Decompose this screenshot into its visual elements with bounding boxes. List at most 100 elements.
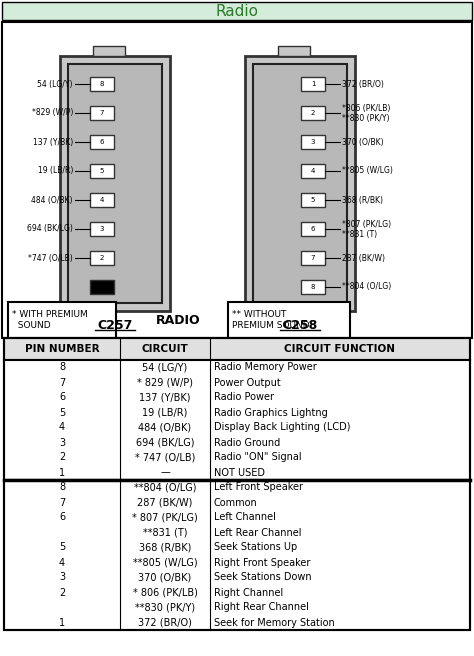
Text: 4: 4 [59, 558, 65, 567]
Text: 2: 2 [311, 110, 315, 116]
Bar [68, 64, 162, 303]
Text: **830 (PK/Y): **830 (PK/Y) [135, 602, 195, 613]
Text: Left Front Speaker: Left Front Speaker [214, 483, 303, 493]
Text: 4: 4 [311, 168, 315, 174]
Text: Radio Ground: Radio Ground [214, 438, 280, 447]
Text: 1: 1 [311, 81, 315, 87]
Text: C258: C258 [283, 319, 318, 332]
Text: 6: 6 [59, 512, 65, 522]
Text: 8: 8 [311, 284, 315, 290]
Bar [301, 106, 325, 120]
Text: 370 (O/BK): 370 (O/BK) [342, 138, 383, 146]
Text: 287 (BK/W): 287 (BK/W) [342, 253, 385, 262]
Text: 7: 7 [59, 377, 65, 388]
Text: RADIO: RADIO [155, 314, 201, 327]
Bar [90, 280, 114, 294]
Bar [90, 77, 114, 91]
Text: * 829 (W/P): * 829 (W/P) [137, 377, 193, 388]
Text: 6: 6 [311, 226, 315, 232]
Text: 5: 5 [100, 168, 104, 174]
Text: **831 (T): **831 (T) [342, 230, 377, 239]
Text: Left Channel: Left Channel [214, 512, 276, 522]
Text: **804 (O/LG): **804 (O/LG) [342, 283, 391, 291]
Text: 7: 7 [100, 110, 104, 116]
Text: Common: Common [214, 497, 258, 508]
Text: 54 (LG/Y): 54 (LG/Y) [142, 363, 188, 373]
Text: 1: 1 [59, 617, 65, 628]
Text: 372 (BR/O): 372 (BR/O) [342, 79, 384, 89]
Text: CIRCUIT FUNCTION: CIRCUIT FUNCTION [284, 344, 395, 354]
Text: 5: 5 [59, 543, 65, 552]
Text: **831 (T): **831 (T) [143, 527, 187, 537]
Bar [2, 22, 472, 338]
Text: C257: C257 [97, 319, 133, 332]
Text: Radio Memory Power: Radio Memory Power [214, 363, 317, 373]
Text: * 747 (O/LB): * 747 (O/LB) [135, 453, 195, 462]
Text: Radio Power: Radio Power [214, 392, 274, 403]
Text: PIN NUMBER: PIN NUMBER [25, 344, 100, 354]
Bar [90, 193, 114, 207]
Text: Radio Graphics Lightng: Radio Graphics Lightng [214, 407, 328, 417]
Bar [4, 360, 470, 480]
Text: **805 (W/LG): **805 (W/LG) [342, 167, 393, 176]
Text: *806 (PK/LB): *806 (PK/LB) [342, 104, 391, 112]
Bar [8, 302, 116, 338]
Text: 8: 8 [100, 81, 104, 87]
Text: 3: 3 [100, 226, 104, 232]
Text: 19 (LB/R): 19 (LB/R) [142, 407, 188, 417]
Text: **805 (W/LG): **805 (W/LG) [133, 558, 197, 567]
Text: Seek Stations Up: Seek Stations Up [214, 543, 297, 552]
Text: 6: 6 [59, 392, 65, 403]
Text: 7: 7 [311, 255, 315, 261]
Bar [90, 222, 114, 236]
Text: 6: 6 [100, 139, 104, 145]
Text: 3: 3 [311, 139, 315, 145]
Text: CIRCUIT: CIRCUIT [142, 344, 188, 354]
Text: 19 (LB/R): 19 (LB/R) [37, 167, 73, 176]
Bar [228, 302, 350, 338]
Bar [301, 135, 325, 149]
Bar [2, 2, 472, 20]
Bar [301, 164, 325, 178]
Text: Power Output: Power Output [214, 377, 281, 388]
Text: 8: 8 [59, 483, 65, 493]
Text: Right Front Speaker: Right Front Speaker [214, 558, 310, 567]
Text: * 807 (PK/LG): * 807 (PK/LG) [132, 512, 198, 522]
Bar [4, 338, 470, 360]
Text: 8: 8 [59, 363, 65, 373]
Text: Right Channel: Right Channel [214, 588, 283, 598]
Bar [90, 106, 114, 120]
Text: Display Back Lighting (LCD): Display Back Lighting (LCD) [214, 422, 350, 432]
Text: 694 (BK/LG): 694 (BK/LG) [136, 438, 194, 447]
Bar [90, 251, 114, 265]
Bar [90, 135, 114, 149]
Text: 694 (BK/LG): 694 (BK/LG) [27, 224, 73, 234]
Text: 2: 2 [59, 588, 65, 598]
Text: **804 (O/LG): **804 (O/LG) [134, 483, 196, 493]
Text: ** WITHOUT
PREMIUM SOUND: ** WITHOUT PREMIUM SOUND [232, 310, 310, 330]
Bar [301, 77, 325, 91]
Text: Seek for Memory Station: Seek for Memory Station [214, 617, 335, 628]
Text: 372 (BR/O): 372 (BR/O) [138, 617, 192, 628]
Text: * 806 (PK/LB): * 806 (PK/LB) [133, 588, 198, 598]
Text: 1: 1 [59, 468, 65, 478]
Text: 5: 5 [59, 407, 65, 417]
Text: Left Rear Channel: Left Rear Channel [214, 527, 301, 537]
Text: 370 (O/BK): 370 (O/BK) [138, 573, 191, 583]
Text: 484 (O/BK): 484 (O/BK) [31, 195, 73, 205]
Text: 287 (BK/W): 287 (BK/W) [137, 497, 193, 508]
Text: —: — [160, 468, 170, 478]
Bar [245, 56, 355, 311]
Text: *829 (W/P): *829 (W/P) [32, 108, 73, 117]
Bar [60, 56, 170, 311]
Bar [301, 193, 325, 207]
Bar [93, 46, 125, 56]
Text: 3: 3 [59, 573, 65, 583]
Bar [253, 64, 347, 303]
Text: 368 (R/BK): 368 (R/BK) [139, 543, 191, 552]
Text: 4: 4 [100, 197, 104, 203]
Text: Right Rear Channel: Right Rear Channel [214, 602, 309, 613]
Text: Radio "ON" Signal: Radio "ON" Signal [214, 453, 301, 462]
Bar [4, 338, 470, 630]
Text: *807 (PK/LG): *807 (PK/LG) [342, 220, 391, 228]
